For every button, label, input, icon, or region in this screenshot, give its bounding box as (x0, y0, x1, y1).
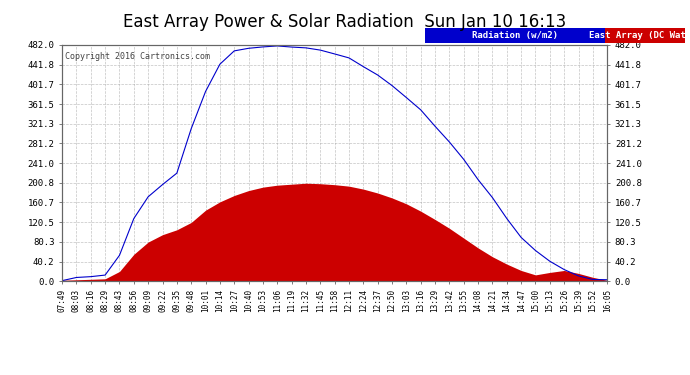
Text: East Array Power & Solar Radiation  Sun Jan 10 16:13: East Array Power & Solar Radiation Sun J… (124, 13, 566, 31)
Text: Radiation (w/m2): Radiation (w/m2) (472, 31, 558, 40)
Text: East Array (DC Watts): East Array (DC Watts) (589, 31, 690, 40)
Text: Copyright 2016 Cartronics.com: Copyright 2016 Cartronics.com (65, 52, 210, 61)
Bar (605, 28, 685, 43)
Bar (425, 28, 605, 43)
